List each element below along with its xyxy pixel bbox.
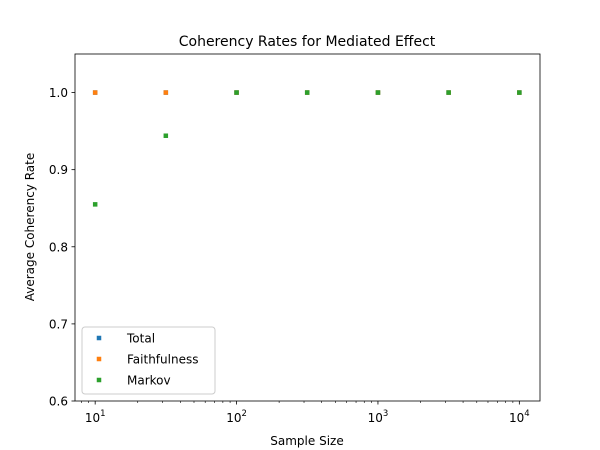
legend-marker [96,335,102,341]
x-tick-label: 101 [85,409,106,425]
legend-box [81,326,216,395]
series-markov [92,90,522,207]
data-point [446,90,451,95]
plot-area: 101 102 103 104 0.6 0.7 0.8 0.9 1.0 [49,53,541,425]
legend-marker [96,377,102,383]
data-point [163,133,169,138]
data-point [234,90,239,95]
y-tick-label: 0.6 [49,395,68,409]
y-axis-title: Average Coherency Rate [23,153,37,302]
y-tick-label: 0.9 [49,163,68,177]
legend: Total Faithfulness Markov [81,326,216,395]
data-point [304,90,310,95]
y-tick-label: 0.7 [49,317,68,331]
legend-label: Faithfulness [127,353,198,367]
x-tick-label: 102 [226,409,247,425]
data-point [517,90,522,95]
legend-marker [96,356,102,362]
data-point [92,90,98,95]
legend-label: Total [126,332,155,346]
data-point [163,90,169,95]
data-point [375,90,381,95]
legend-label: Markov [127,374,171,388]
x-tick-label: 104 [509,409,530,425]
chart-title: Coherency Rates for Mediated Effect [179,34,436,50]
x-tick-label: 103 [368,409,389,425]
x-minor-ticks [81,401,514,403]
y-tick-label: 0.8 [49,240,68,254]
plot-frame [74,53,541,402]
data-point [92,202,98,207]
x-axis-title: Sample Size [270,434,343,448]
y-tick-label: 1.0 [49,86,68,100]
